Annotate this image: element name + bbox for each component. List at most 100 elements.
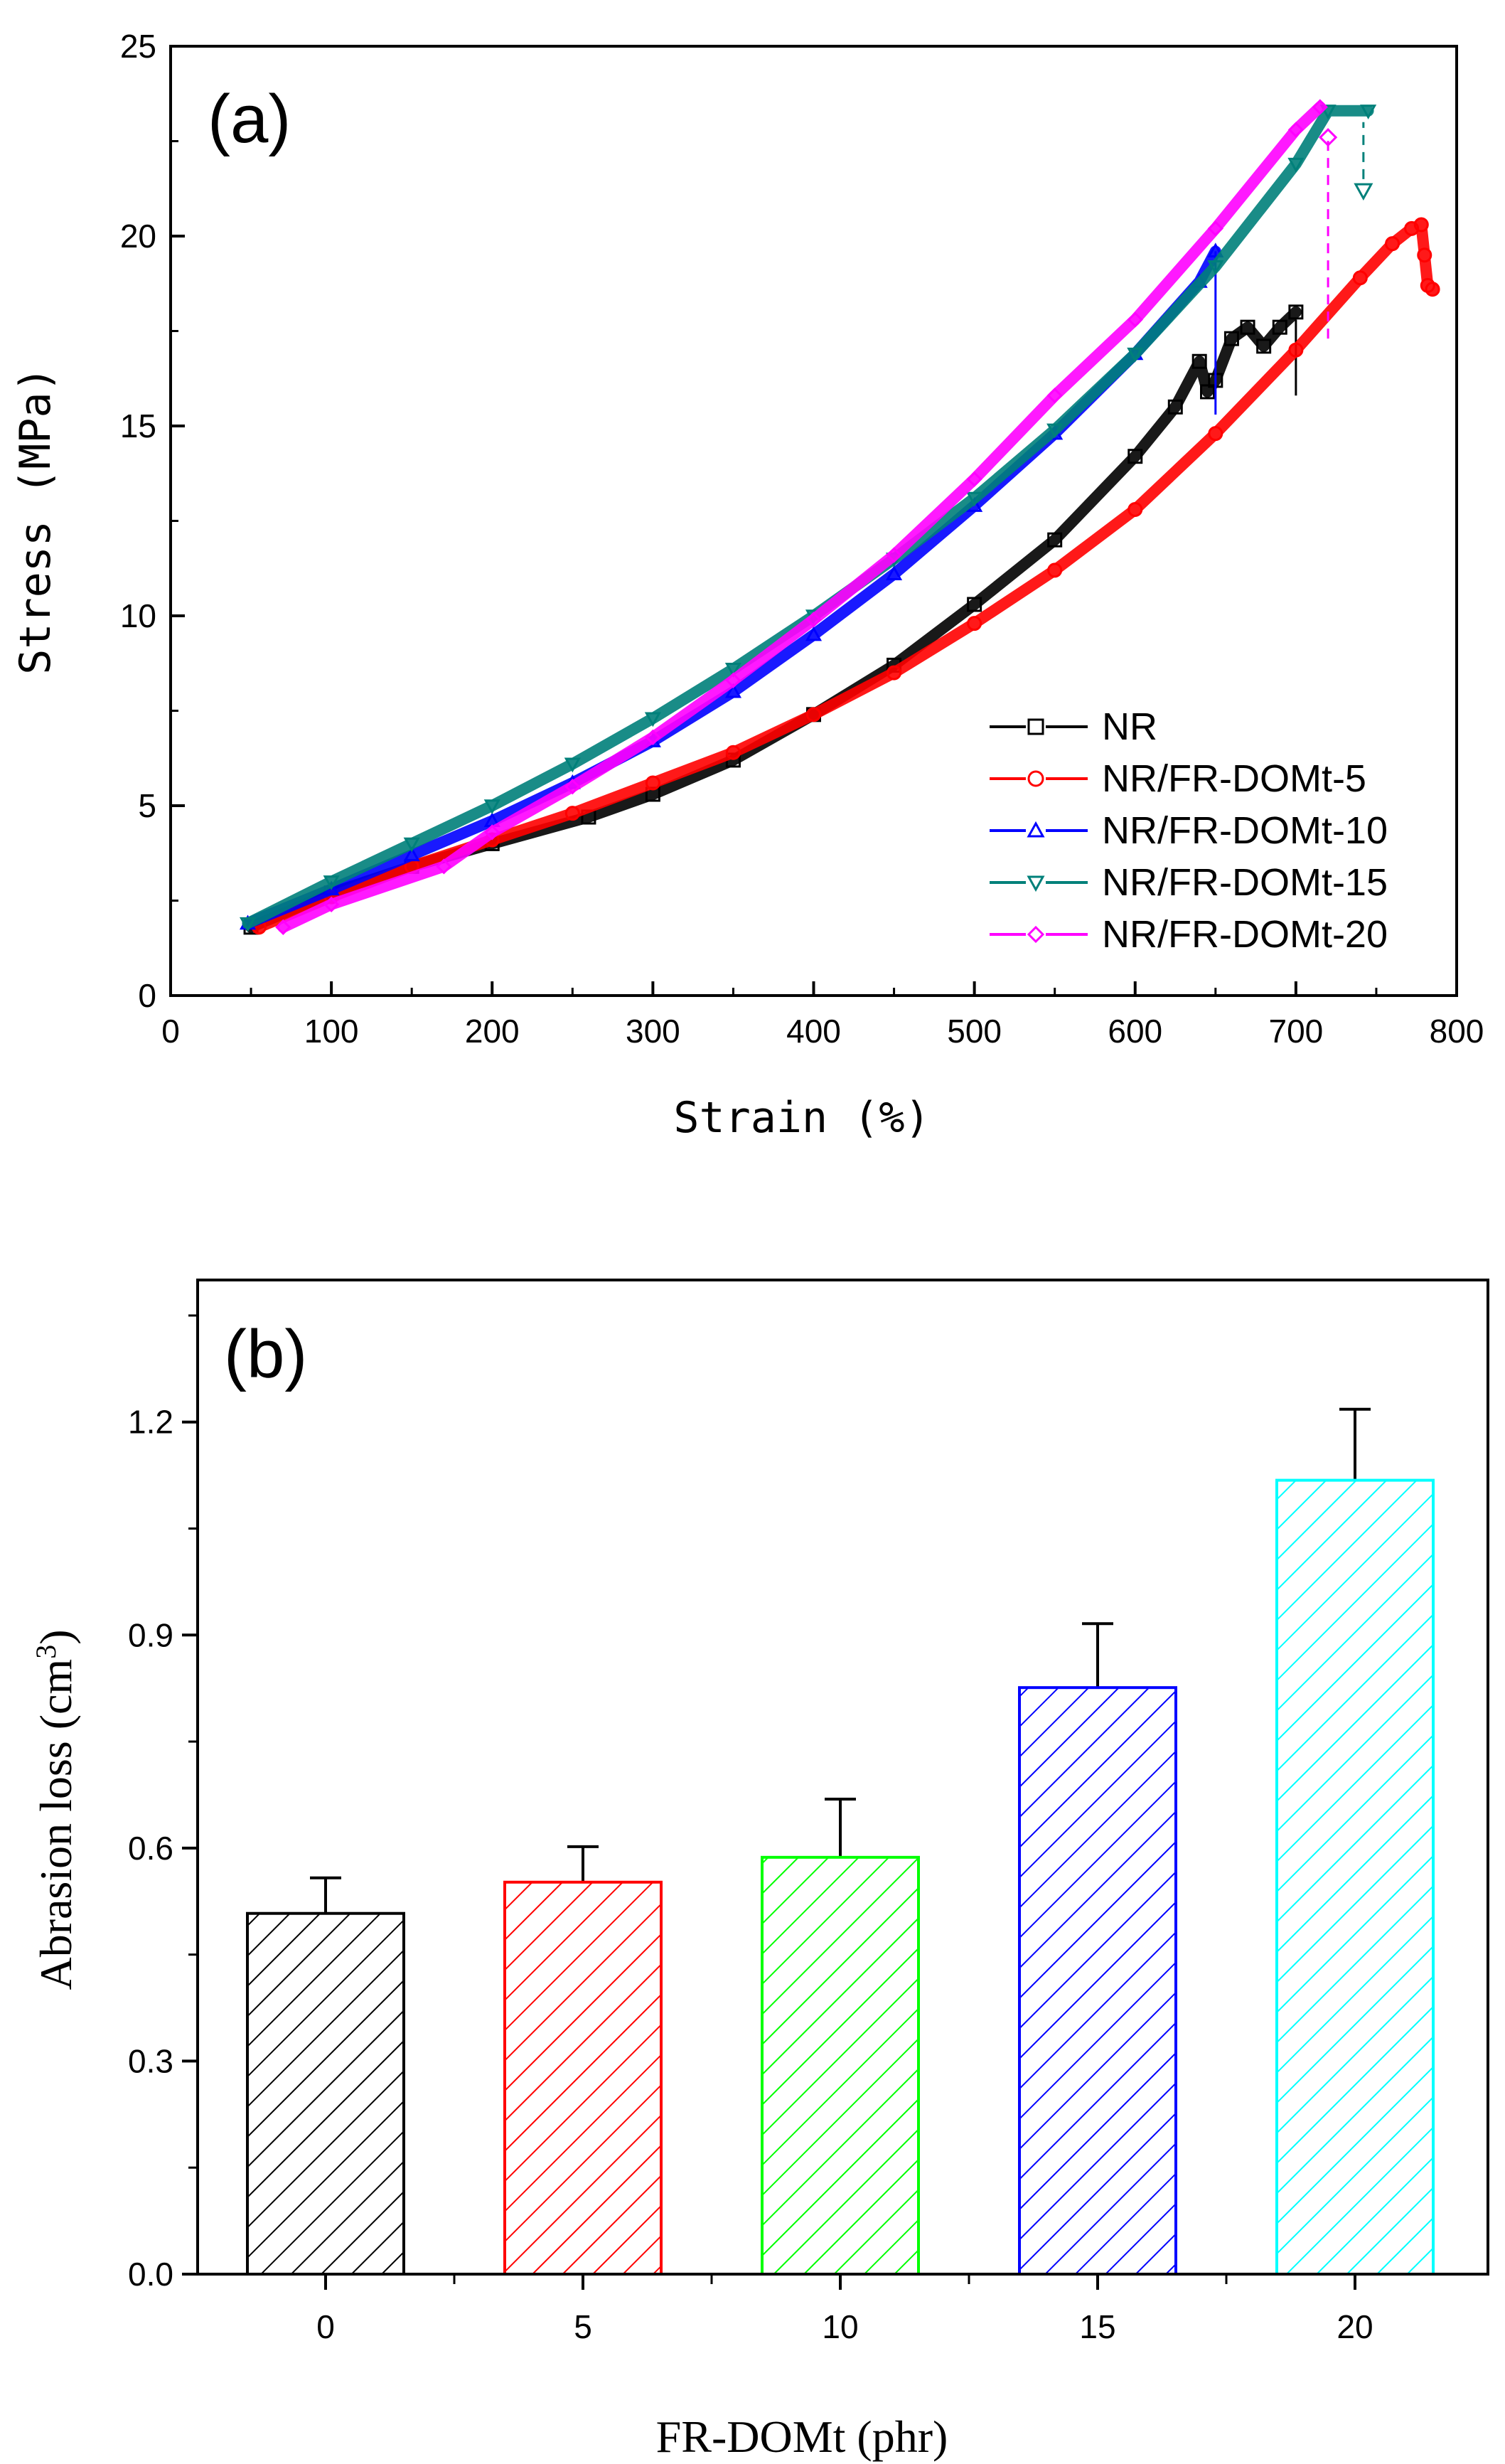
series-4-break-marker xyxy=(1318,128,1338,147)
series-2-point xyxy=(886,565,903,580)
series-2 xyxy=(239,242,1224,930)
series-4-point xyxy=(805,612,822,628)
y-tick-label: 0.0 xyxy=(128,2256,173,2293)
series-4-line xyxy=(277,101,1326,933)
series-1-point xyxy=(1352,270,1368,286)
legend-label: NR xyxy=(1102,705,1157,748)
series-3-point xyxy=(1287,157,1305,173)
x-tick-label: 0 xyxy=(316,2308,335,2345)
y-tick-label: 1.2 xyxy=(128,1404,173,1441)
y-tick-label: 5 xyxy=(138,787,156,824)
x-tick-label: 800 xyxy=(1430,1013,1484,1050)
y-tick-label: 0.6 xyxy=(128,1830,173,1867)
series-4-point xyxy=(725,672,741,688)
series-0-point xyxy=(967,597,982,612)
legend-entry: NR xyxy=(990,705,1157,748)
panel-b-bar-chart: 0 5 10 15 20 0.0 0.3 0.6 0.9 1.2 (b) FR-DOMt (phr… xyxy=(30,1279,1489,2462)
legend-label: NR/FR-DOMt-15 xyxy=(1102,861,1388,904)
x-tick-label: 700 xyxy=(1269,1013,1324,1050)
series-0-point xyxy=(1200,384,1216,400)
series-3-point xyxy=(239,917,257,932)
series-1-point xyxy=(564,806,580,821)
bar xyxy=(503,1880,663,2276)
panel-b-x-axis-label: FR-DOMt (phr) xyxy=(656,2411,948,2462)
series-3-point xyxy=(1207,260,1224,275)
bar xyxy=(246,1911,405,2276)
panel-b-bars xyxy=(246,1407,1435,2276)
series-0-point xyxy=(1223,331,1239,346)
series-2-point xyxy=(805,626,823,641)
series-4-point xyxy=(1312,99,1328,115)
series-1-point xyxy=(645,775,660,791)
series-3 xyxy=(239,105,1377,932)
series-1 xyxy=(251,217,1440,935)
bar xyxy=(1018,1686,1177,2276)
series-3-point xyxy=(483,799,500,815)
y-tick-label: 10 xyxy=(120,597,156,634)
series-4-point xyxy=(1127,311,1143,328)
panel-b-axes: 0 5 10 15 20 0.0 0.3 0.6 0.9 1.2 xyxy=(128,1314,1373,2345)
series-0-point xyxy=(1272,319,1287,335)
y-tick-label: 0 xyxy=(138,977,156,1014)
legend-entry: NR/FR-DOMt-5 xyxy=(990,757,1366,800)
series-0-point xyxy=(1240,319,1255,335)
panel-a-legend: NR NR/FR-DOMt-5 NR/FR-DOMt-10 NR/FR-DOMt-15… xyxy=(990,705,1388,956)
series-1-point xyxy=(1288,342,1304,358)
series-4-point xyxy=(1046,388,1063,404)
series-1-point xyxy=(1425,282,1440,297)
series-4-point xyxy=(323,896,340,912)
bar-group xyxy=(1018,1622,1177,2276)
series-1-point xyxy=(1047,562,1063,578)
legend-label: NR/FR-DOMt-20 xyxy=(1102,913,1388,956)
bar-group xyxy=(503,1845,663,2276)
series-3-point xyxy=(403,837,420,853)
series-2-point xyxy=(724,683,741,698)
series-0-point xyxy=(1288,304,1304,320)
series-0-point xyxy=(1047,532,1063,548)
panel-b-plot-frame xyxy=(196,1279,1489,2276)
legend-label: NR/FR-DOMt-10 xyxy=(1102,809,1388,852)
legend-label: NR/FR-DOMt-5 xyxy=(1102,757,1366,800)
series-4-point xyxy=(1287,122,1304,138)
y-tick-label: 0.3 xyxy=(128,2042,173,2079)
series-1-point xyxy=(1128,501,1143,517)
panel-b-y-axis-label-superscript: 3 xyxy=(30,1645,62,1659)
x-tick-label: 200 xyxy=(465,1013,520,1050)
series-1-point xyxy=(1417,247,1432,263)
series-3-point xyxy=(966,491,983,507)
bar xyxy=(761,1855,920,2276)
series-3-point xyxy=(564,757,581,773)
y-tick-label: 15 xyxy=(120,407,156,444)
bar-group xyxy=(761,1797,920,2276)
panel-b-y-axis-label: Abrasion loss (cm3) xyxy=(30,1629,82,1990)
legend-entry: NR/FR-DOMt-15 xyxy=(990,861,1388,904)
x-tick-label: 0 xyxy=(161,1013,180,1050)
series-0-point xyxy=(1167,399,1183,415)
series-4-point xyxy=(645,729,661,746)
legend-marker xyxy=(1027,875,1045,892)
y-tick-label: 25 xyxy=(120,28,156,65)
series-3-point xyxy=(644,712,661,727)
panel-a-series xyxy=(239,99,1440,936)
x-tick-label: 20 xyxy=(1337,2308,1373,2345)
series-3-point xyxy=(323,875,340,890)
series-3-point xyxy=(1127,347,1144,363)
series-1-point xyxy=(967,616,982,631)
panel-a-y-axis-label: Stress (MPa) xyxy=(11,366,60,674)
series-1-point xyxy=(1385,236,1400,252)
x-tick-label: 10 xyxy=(822,2308,858,2345)
series-3-point xyxy=(1319,105,1337,119)
legend-entry: NR/FR-DOMt-10 xyxy=(990,809,1388,852)
x-tick-label: 600 xyxy=(1108,1013,1162,1050)
legend-marker xyxy=(1027,821,1045,838)
bar xyxy=(1275,1478,1435,2276)
panel-a-label: (a) xyxy=(208,81,291,157)
panel-b-y-axis-label-text: Abrasion loss (cm xyxy=(31,1659,81,1990)
series-4-point xyxy=(564,779,581,795)
panel-a-axes: 0 100 200 300 400 500 600 700 800 0 5 10 15 20 25 xyxy=(120,28,1484,1050)
legend-marker xyxy=(1027,718,1044,735)
x-tick-label: 5 xyxy=(574,2308,592,2345)
legend-marker xyxy=(1027,925,1045,944)
panel-b-y-axis-label-close: ) xyxy=(31,1629,81,1644)
